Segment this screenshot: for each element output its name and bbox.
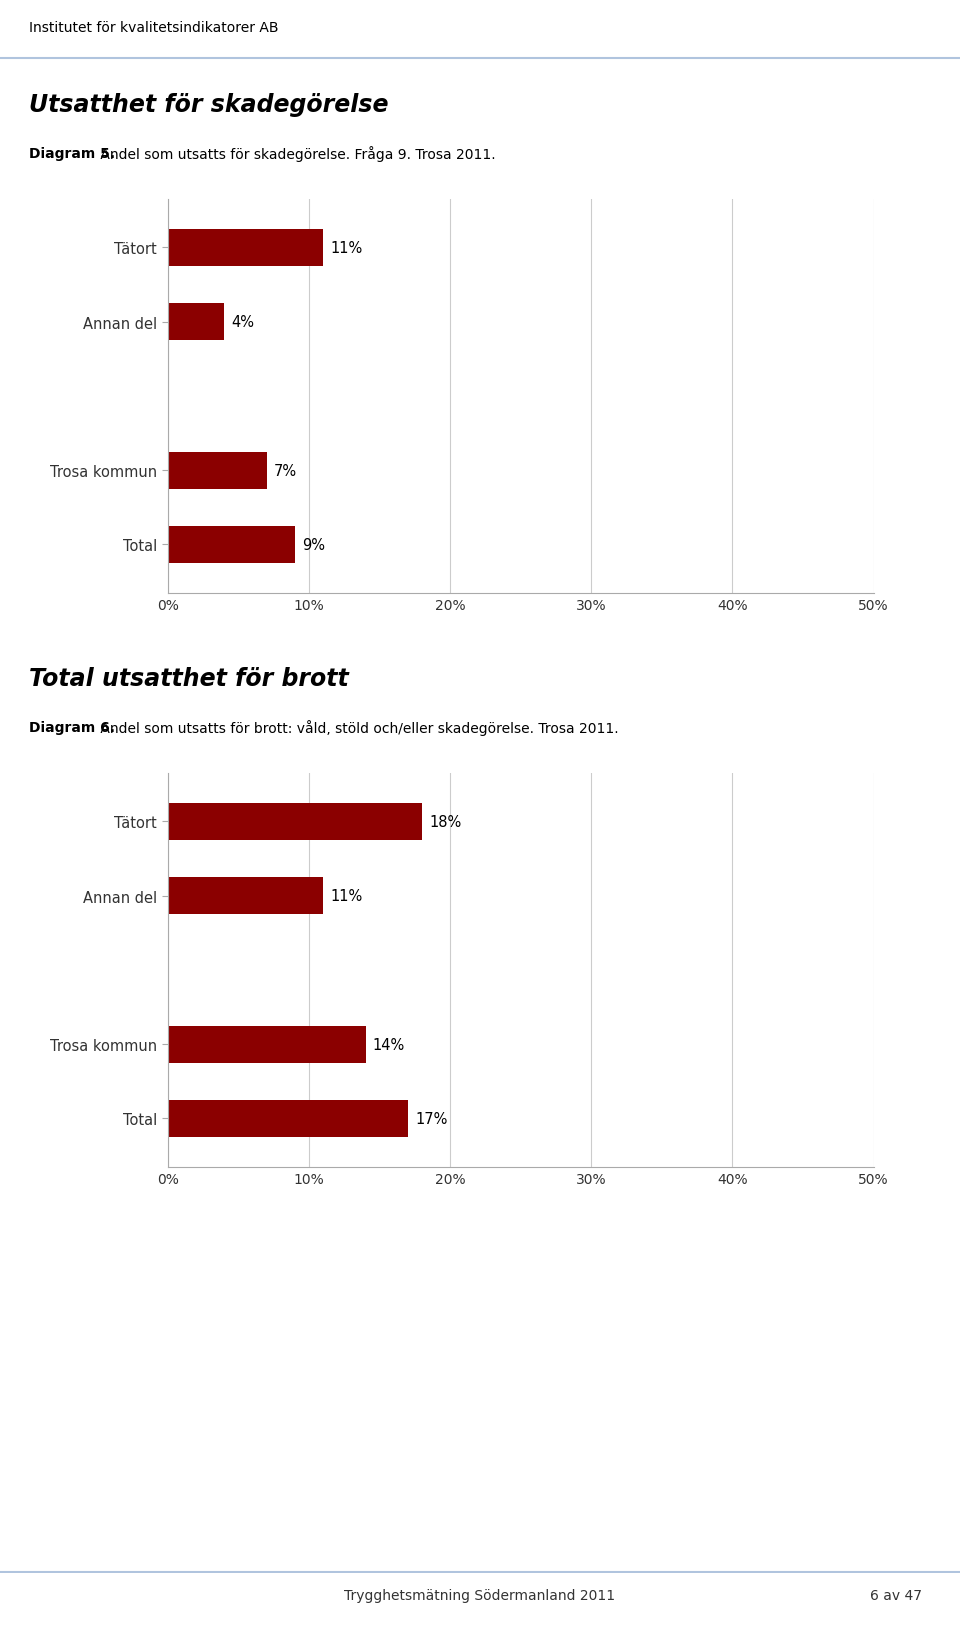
Bar bbox=[168, 526, 295, 564]
Bar bbox=[168, 803, 422, 841]
Text: 7%: 7% bbox=[274, 464, 297, 479]
Text: Andel som utsatts för brott: våld, stöld och/eller skadegörelse. Trosa 2011.: Andel som utsatts för brott: våld, stöld… bbox=[96, 720, 619, 736]
Text: Andel som utsatts för skadegörelse. Fråga 9. Trosa 2011.: Andel som utsatts för skadegörelse. Fråg… bbox=[96, 146, 496, 162]
Text: 4%: 4% bbox=[231, 315, 254, 329]
Bar bbox=[168, 303, 225, 341]
Text: 17%: 17% bbox=[415, 1111, 447, 1126]
Bar bbox=[168, 877, 324, 915]
Bar bbox=[168, 1026, 366, 1064]
Text: Institutet för kvalitetsindikatorer AB: Institutet för kvalitetsindikatorer AB bbox=[29, 21, 278, 34]
Text: Total utsatthet för brott: Total utsatthet för brott bbox=[29, 667, 348, 690]
Text: 11%: 11% bbox=[330, 888, 363, 903]
Text: 14%: 14% bbox=[372, 1037, 405, 1052]
Text: 6 av 47: 6 av 47 bbox=[870, 1588, 923, 1601]
Text: Trygghetsmätning Södermanland 2011: Trygghetsmätning Södermanland 2011 bbox=[345, 1588, 615, 1601]
Text: Diagram 5.: Diagram 5. bbox=[29, 148, 115, 161]
Text: 18%: 18% bbox=[429, 815, 462, 829]
Bar bbox=[168, 1100, 408, 1137]
Text: 11%: 11% bbox=[330, 241, 363, 256]
Bar bbox=[168, 452, 267, 490]
Text: 9%: 9% bbox=[302, 538, 325, 552]
Bar bbox=[168, 229, 324, 267]
Text: Utsatthet för skadegörelse: Utsatthet för skadegörelse bbox=[29, 93, 388, 116]
Text: Diagram 6.: Diagram 6. bbox=[29, 721, 115, 734]
